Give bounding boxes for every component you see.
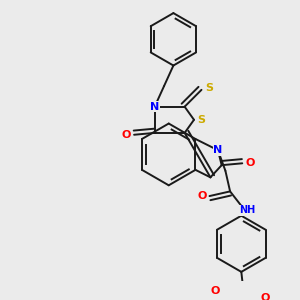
Text: N: N: [150, 102, 159, 112]
Text: N: N: [213, 145, 223, 155]
Text: O: O: [197, 191, 207, 201]
Text: S: S: [205, 83, 213, 93]
Text: O: O: [260, 293, 269, 300]
Text: O: O: [122, 130, 131, 140]
Text: NH: NH: [239, 205, 255, 215]
Text: O: O: [210, 286, 220, 296]
Text: S: S: [197, 115, 206, 125]
Text: O: O: [245, 158, 254, 168]
